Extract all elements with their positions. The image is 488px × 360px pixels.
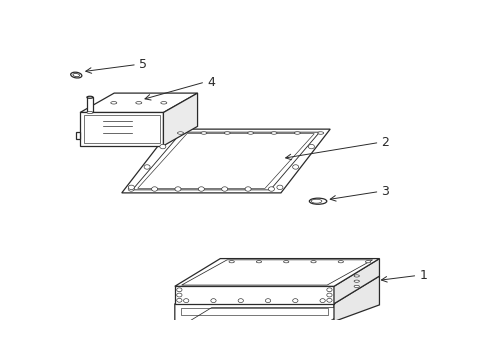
Circle shape — [198, 187, 204, 191]
Ellipse shape — [87, 96, 93, 98]
Polygon shape — [80, 93, 197, 112]
Ellipse shape — [136, 102, 142, 104]
Ellipse shape — [247, 132, 253, 134]
Ellipse shape — [177, 132, 183, 134]
Ellipse shape — [310, 261, 316, 263]
Ellipse shape — [353, 285, 359, 288]
Circle shape — [176, 293, 182, 297]
Circle shape — [128, 185, 134, 190]
Text: 4: 4 — [206, 76, 214, 89]
Polygon shape — [75, 132, 80, 139]
Circle shape — [292, 165, 298, 169]
Text: 5: 5 — [139, 58, 146, 71]
Polygon shape — [132, 132, 319, 190]
Circle shape — [238, 299, 243, 302]
Ellipse shape — [201, 132, 206, 134]
Circle shape — [176, 288, 182, 292]
Circle shape — [308, 144, 314, 149]
Circle shape — [128, 187, 134, 191]
Circle shape — [265, 299, 270, 302]
Ellipse shape — [71, 72, 81, 78]
Ellipse shape — [161, 102, 166, 104]
Polygon shape — [181, 260, 372, 285]
Circle shape — [151, 187, 157, 191]
Polygon shape — [175, 304, 333, 331]
Circle shape — [176, 298, 182, 302]
Circle shape — [326, 298, 331, 302]
Ellipse shape — [309, 198, 326, 204]
Circle shape — [268, 187, 274, 191]
Ellipse shape — [283, 261, 288, 263]
Ellipse shape — [353, 280, 359, 282]
Ellipse shape — [365, 261, 370, 263]
Circle shape — [244, 187, 251, 191]
Ellipse shape — [256, 261, 261, 263]
Polygon shape — [122, 129, 329, 193]
Ellipse shape — [73, 73, 80, 77]
Polygon shape — [333, 276, 379, 321]
Ellipse shape — [87, 112, 93, 113]
Polygon shape — [163, 93, 197, 146]
Polygon shape — [87, 97, 93, 112]
Polygon shape — [333, 258, 379, 304]
Ellipse shape — [294, 132, 300, 134]
Circle shape — [221, 187, 227, 191]
Ellipse shape — [317, 132, 323, 134]
Circle shape — [144, 165, 150, 169]
Circle shape — [326, 293, 331, 297]
Circle shape — [276, 185, 283, 190]
Circle shape — [326, 288, 331, 292]
Circle shape — [210, 299, 216, 302]
Polygon shape — [184, 308, 351, 324]
Circle shape — [292, 299, 297, 302]
Ellipse shape — [338, 261, 343, 263]
Polygon shape — [175, 286, 333, 304]
Circle shape — [183, 299, 188, 302]
Text: 2: 2 — [381, 136, 388, 149]
Text: 1: 1 — [418, 269, 426, 282]
Ellipse shape — [224, 132, 230, 134]
Polygon shape — [80, 112, 163, 146]
Text: 3: 3 — [381, 185, 388, 198]
Ellipse shape — [353, 275, 359, 277]
Polygon shape — [175, 258, 379, 286]
Circle shape — [175, 187, 181, 191]
Circle shape — [319, 299, 325, 302]
Circle shape — [160, 144, 165, 149]
Ellipse shape — [270, 132, 276, 134]
Ellipse shape — [228, 261, 234, 263]
Ellipse shape — [111, 102, 117, 104]
